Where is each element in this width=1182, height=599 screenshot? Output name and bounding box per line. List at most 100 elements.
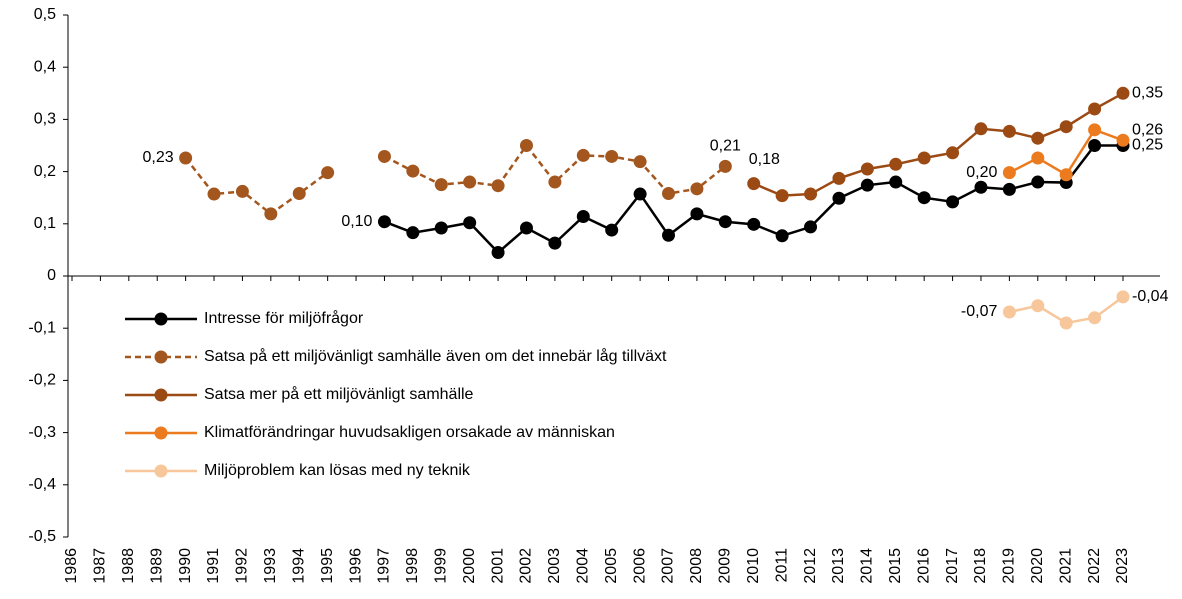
x-tick-label: 2017 — [944, 548, 961, 584]
data-point — [633, 155, 647, 169]
x-tick-label: 2019 — [1001, 548, 1018, 584]
legend-label: Satsa på ett miljövänligt samhälle även … — [204, 348, 667, 365]
value-label: 0,10 — [341, 213, 372, 230]
legend-item: Miljöproblem kan lösas med ny teknik — [125, 460, 666, 482]
x-tick-label: 1997 — [376, 548, 393, 584]
data-point — [775, 189, 789, 203]
series-line — [184, 157, 329, 216]
data-point — [1116, 86, 1130, 100]
x-tick-label: 2009 — [717, 548, 734, 584]
legend-label: Intresse för miljöfrågor — [204, 310, 364, 327]
x-tick-label: 2000 — [461, 548, 478, 584]
value-label: 0,20 — [966, 164, 997, 181]
legend-label: Satsa mer på ett miljövänligt samhälle — [204, 386, 474, 403]
data-point — [974, 180, 988, 194]
data-point — [775, 229, 789, 243]
data-point — [1002, 124, 1016, 138]
x-tick-label: 1989 — [148, 548, 165, 584]
legend-item: Satsa mer på ett miljövänligt samhälle — [125, 384, 666, 406]
data-point — [406, 226, 420, 240]
x-tick-label: 1998 — [404, 548, 421, 584]
legend-item: Klimatförändringar huvudsakligen orsakad… — [125, 422, 666, 444]
data-point — [718, 215, 732, 229]
y-tick-label: 0 — [47, 267, 56, 284]
data-point — [548, 175, 562, 189]
legend-swatch — [125, 312, 197, 326]
data-point — [292, 187, 306, 201]
data-point — [1059, 168, 1073, 182]
x-tick-label: 1991 — [205, 548, 222, 584]
x-tick-label: 2020 — [1029, 548, 1046, 584]
data-point — [1002, 182, 1016, 196]
value-label: -0,04 — [1132, 288, 1169, 305]
data-point — [1059, 316, 1073, 330]
data-point — [1031, 299, 1045, 313]
value-label: 0,21 — [710, 138, 741, 155]
x-tick-label: 2001 — [489, 548, 506, 584]
x-tick-label: 1986 — [63, 548, 80, 584]
x-tick-label: 2002 — [518, 548, 535, 584]
data-point — [1002, 166, 1016, 180]
x-tick-label: 2003 — [546, 548, 563, 584]
x-tick-label: 2012 — [802, 548, 819, 584]
x-tick-label: 2022 — [1086, 548, 1103, 584]
data-point — [321, 166, 335, 180]
data-point — [946, 146, 960, 160]
data-point — [377, 149, 391, 163]
value-label: 0,25 — [1132, 137, 1163, 154]
data-point — [264, 207, 278, 221]
data-point — [406, 164, 420, 178]
data-point — [491, 246, 505, 260]
y-tick-label: -0,3 — [28, 424, 56, 441]
value-label: 0,23 — [142, 149, 173, 166]
y-tick-label: -0,1 — [28, 319, 56, 336]
legend-swatch — [125, 464, 197, 478]
x-tick-label: 1994 — [290, 548, 307, 584]
legend-marker — [154, 350, 168, 364]
legend-swatch — [125, 426, 197, 440]
data-point — [662, 187, 676, 201]
data-point — [889, 175, 903, 189]
data-point — [633, 187, 647, 201]
data-point — [1031, 131, 1045, 145]
data-point — [832, 171, 846, 185]
x-tick-label: 2018 — [972, 548, 989, 584]
data-point — [889, 157, 903, 171]
x-tick-label: 1992 — [234, 548, 251, 584]
data-point — [690, 182, 704, 196]
x-tick-label: 1996 — [347, 548, 364, 584]
data-point — [1088, 123, 1102, 137]
legend-marker — [154, 426, 168, 440]
legend: Intresse för miljöfrågor Satsa på ett mil… — [125, 308, 666, 482]
data-point — [832, 191, 846, 205]
data-point — [804, 220, 818, 234]
data-point — [1059, 120, 1073, 134]
y-tick-label: -0,2 — [28, 372, 56, 389]
data-point — [463, 216, 477, 230]
data-point — [1116, 290, 1130, 304]
legend-marker — [154, 464, 168, 478]
data-point — [576, 209, 590, 223]
data-point — [576, 148, 590, 162]
data-point — [747, 217, 761, 231]
data-point — [718, 159, 732, 173]
data-point — [1031, 175, 1045, 189]
x-tick-label: 1995 — [319, 548, 336, 584]
y-tick-label: 0,5 — [34, 6, 56, 23]
data-point — [519, 139, 533, 152]
legend-label: Klimatförändringar huvudsakligen orsakad… — [204, 424, 615, 441]
x-tick-label: 2014 — [859, 548, 876, 584]
x-tick-label: 2023 — [1114, 548, 1131, 584]
x-tick-label: 2005 — [603, 548, 620, 584]
value-label: 0,35 — [1132, 85, 1163, 102]
y-tick-label: -0,4 — [28, 476, 56, 493]
data-point — [434, 178, 448, 192]
data-point — [917, 151, 931, 165]
legend-item: Intresse för miljöfrågor — [125, 308, 666, 330]
legend-label: Miljöproblem kan lösas med ny teknik — [204, 462, 470, 479]
x-tick-label: 1987 — [92, 548, 109, 584]
data-point — [974, 122, 988, 136]
x-tick-label: 1990 — [177, 548, 194, 584]
